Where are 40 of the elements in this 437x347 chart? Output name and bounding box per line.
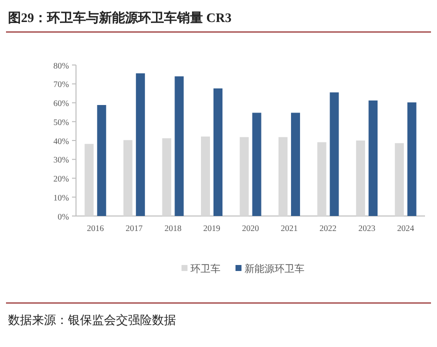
source-note: 数据来源：银保监会交强险数据 <box>8 313 176 327</box>
bar <box>84 144 94 216</box>
bar <box>213 88 222 216</box>
y-tick-label: 40% <box>53 136 69 146</box>
legend-label: 环卫车 <box>190 263 220 275</box>
y-tick-label: 10% <box>53 192 69 202</box>
bar <box>162 138 172 216</box>
x-tick-label: 2018 <box>164 223 182 233</box>
x-tick-label: 2022 <box>320 223 337 233</box>
x-tick-label: 2019 <box>203 223 220 233</box>
y-tick-label: 30% <box>53 154 69 165</box>
y-tick-label: 80% <box>53 60 69 70</box>
bar <box>356 140 366 216</box>
bar <box>317 142 326 216</box>
bar <box>174 76 184 216</box>
y-tick-label: 50% <box>53 116 69 127</box>
bar <box>368 100 378 216</box>
bar <box>123 140 132 216</box>
bar <box>97 105 106 216</box>
bar <box>278 137 288 216</box>
x-tick-label: 2017 <box>126 223 143 233</box>
y-tick-label: 60% <box>53 98 69 108</box>
x-tick-label: 2023 <box>358 223 376 233</box>
y-tick-label: 70% <box>53 79 69 90</box>
x-tick-label: 2021 <box>280 223 298 233</box>
x-tick-label: 2024 <box>397 223 415 233</box>
x-tick-label: 2020 <box>242 223 259 233</box>
bar <box>330 92 339 216</box>
bar <box>291 112 300 216</box>
x-tick-label: 2016 <box>86 223 104 233</box>
bar <box>240 137 249 216</box>
bar <box>394 143 404 216</box>
bar <box>407 102 416 216</box>
bar <box>136 73 145 216</box>
y-tick-label: 20% <box>53 174 69 184</box>
bar <box>200 136 210 216</box>
chart-title: 图29：环卫车与新能源环卫车销量 CR3 <box>8 10 232 25</box>
legend-label: 新能源环卫车 <box>244 263 304 275</box>
bar <box>252 112 262 216</box>
y-tick-label: 0% <box>58 211 69 222</box>
